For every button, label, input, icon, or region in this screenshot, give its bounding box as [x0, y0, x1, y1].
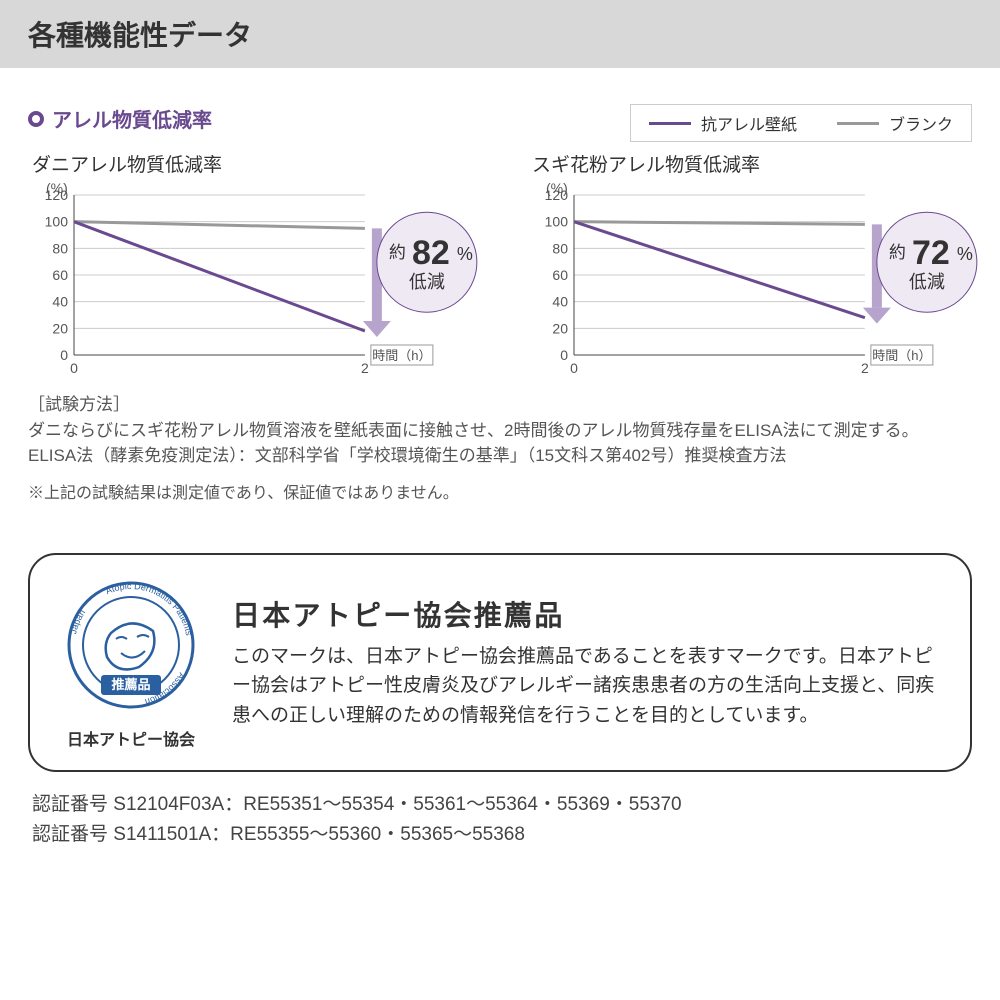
svg-text:0: 0: [70, 360, 78, 376]
svg-text:2: 2: [361, 360, 369, 376]
page-title: 各種機能性データ: [28, 14, 972, 54]
svg-text:100: 100: [45, 214, 69, 230]
legend-item-blank: ブランク: [837, 111, 953, 135]
svg-text:約: 約: [389, 243, 406, 262]
header-bar: 各種機能性データ: [0, 0, 1000, 68]
association-logo-caption: 日本アトピー協会: [56, 726, 206, 750]
svg-text:0: 0: [560, 347, 568, 363]
svg-text:120: 120: [45, 187, 69, 203]
legend: 抗アレル壁紙 ブランク: [630, 104, 972, 142]
association-box: Atopic Dermatitis Patients Japan Associa…: [28, 553, 972, 772]
svg-text:40: 40: [52, 294, 68, 310]
association-title: 日本アトピー協会推薦品: [232, 594, 944, 634]
association-text: 日本アトピー協会推薦品 このマークは、日本アトピー協会推薦品であることを表すマー…: [232, 594, 944, 730]
svg-text:20: 20: [552, 320, 568, 336]
section-title: アレル物質低減率: [28, 104, 212, 133]
svg-text:60: 60: [552, 267, 568, 283]
bullet-icon: [28, 111, 44, 127]
svg-text:2: 2: [861, 360, 869, 376]
test-method-line1: ダニならびにスギ花粉アレル物質溶液を壁紙表面に接触させ、2時間後のアレル物質残存…: [28, 421, 919, 440]
svg-text:120: 120: [545, 187, 569, 203]
chart-dani-svg: (%)02040608010012002時間（h）約82%低減: [28, 179, 488, 384]
svg-text:約: 約: [889, 243, 906, 262]
svg-text:60: 60: [52, 267, 68, 283]
chart-sugi: スギ花粉アレル物質低減率 (%)02040608010012002時間（h）約7…: [528, 150, 988, 384]
legend-label-treated: 抗アレル壁紙: [701, 111, 797, 135]
svg-text:0: 0: [570, 360, 578, 376]
section-header-row: アレル物質低減率 抗アレル壁紙 ブランク: [28, 104, 972, 142]
cert-line-2: 認証番号 S1411501A：RE55355〜55360・55365〜55368: [32, 820, 972, 850]
svg-text:40: 40: [552, 294, 568, 310]
legend-item-treated: 抗アレル壁紙: [649, 111, 797, 135]
test-method-line2: ELISA法（酵素免疫測定法）：文部科学省「学校環境衛生の基準」（15文科ス第4…: [28, 446, 786, 465]
svg-text:%: %: [957, 244, 973, 264]
association-logo-svg: Atopic Dermatitis Patients Japan Associa…: [61, 575, 201, 715]
chart-dani-title: ダニアレル物質低減率: [28, 150, 488, 177]
svg-text:%: %: [457, 244, 473, 264]
association-body: このマークは、日本アトピー協会推薦品であることを表すマークです。日本アトピー協会…: [232, 642, 944, 730]
svg-text:時間（h）: 時間（h）: [872, 348, 931, 363]
svg-text:100: 100: [545, 214, 569, 230]
svg-text:低減: 低減: [409, 272, 445, 292]
legend-line-treated: [649, 122, 691, 125]
cert-line-1: 認証番号 S12104F03A：RE55351〜55354・55361〜5536…: [32, 790, 972, 820]
legend-line-blank: [837, 122, 879, 125]
svg-text:時間（h）: 時間（h）: [372, 348, 431, 363]
svg-text:推薦品: 推薦品: [111, 677, 150, 692]
certification-numbers: 認証番号 S12104F03A：RE55351〜55354・55361〜5536…: [28, 790, 972, 851]
association-logo: Atopic Dermatitis Patients Japan Associa…: [56, 575, 206, 750]
svg-text:20: 20: [52, 320, 68, 336]
chart-dani: ダニアレル物質低減率 (%)02040608010012002時間（h）約82%…: [28, 150, 488, 384]
svg-text:82: 82: [412, 234, 450, 272]
svg-text:80: 80: [52, 240, 68, 256]
test-method: ［試験方法］ ダニならびにスギ花粉アレル物質溶液を壁紙表面に接触させ、2時間後の…: [28, 392, 972, 469]
section-title-text: アレル物質低減率: [52, 104, 212, 133]
legend-label-blank: ブランク: [889, 111, 953, 135]
charts-row: ダニアレル物質低減率 (%)02040608010012002時間（h）約82%…: [28, 150, 972, 384]
svg-text:0: 0: [60, 347, 68, 363]
svg-text:72: 72: [912, 234, 950, 272]
disclaimer: ※上記の試験結果は測定値であり、保証値ではありません。: [28, 479, 972, 503]
chart-sugi-title: スギ花粉アレル物質低減率: [528, 150, 988, 177]
content: アレル物質低減率 抗アレル壁紙 ブランク ダニアレル物質低減率 (%)02040…: [0, 104, 1000, 850]
svg-text:低減: 低減: [909, 272, 945, 292]
test-method-label: ［試験方法］: [28, 392, 972, 418]
chart-sugi-svg: (%)02040608010012002時間（h）約72%低減: [528, 179, 988, 384]
svg-text:80: 80: [552, 240, 568, 256]
